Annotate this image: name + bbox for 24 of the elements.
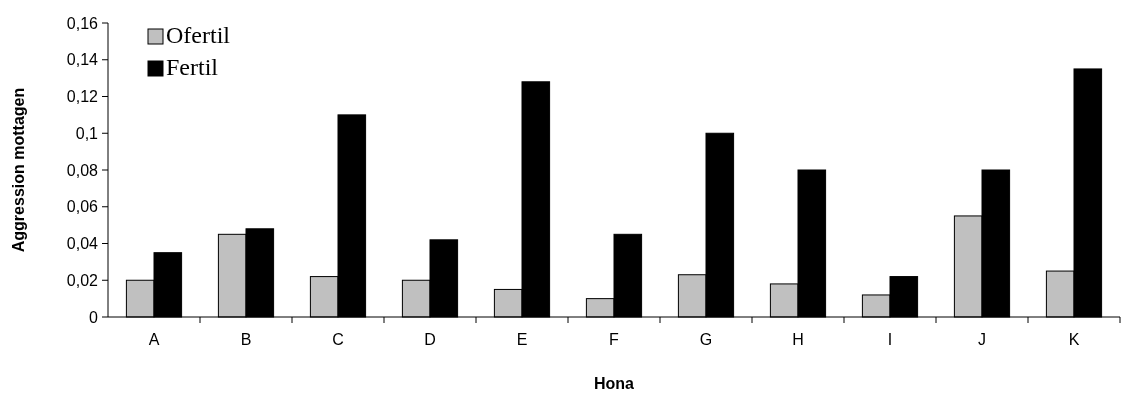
y-tick-label: 0,16 [66,14,99,32]
x-tick-label: C [332,331,344,348]
x-tick-label: A [148,331,160,348]
y-tick-label: 0,12 [66,88,99,106]
y-tick-label: 0 [89,308,99,326]
x-tick-label: B [240,331,252,348]
x-axis-title: Hona [594,375,635,392]
y-axis-title: Aggression mottagen [10,87,27,253]
x-tick-label: I [887,331,893,348]
y-tick-label: 0,1 [75,124,99,142]
x-tick-label: J [978,331,986,348]
y-tick-label: 0,04 [66,235,99,253]
x-tick-label: G [699,331,713,348]
x-tick-label: D [424,331,436,348]
x-tick-label: F [609,331,620,348]
y-tick-label: 0,14 [66,51,99,69]
legend-label: Ofertil [166,22,231,48]
legend-label: Fertil [166,54,219,80]
x-tick-label: H [792,331,804,348]
y-tick-label: 0,02 [66,271,99,289]
x-tick-label: K [1068,331,1080,348]
x-tick-label: E [516,331,528,348]
y-tick-label: 0,08 [66,161,99,179]
y-tick-label: 0,06 [66,198,99,216]
